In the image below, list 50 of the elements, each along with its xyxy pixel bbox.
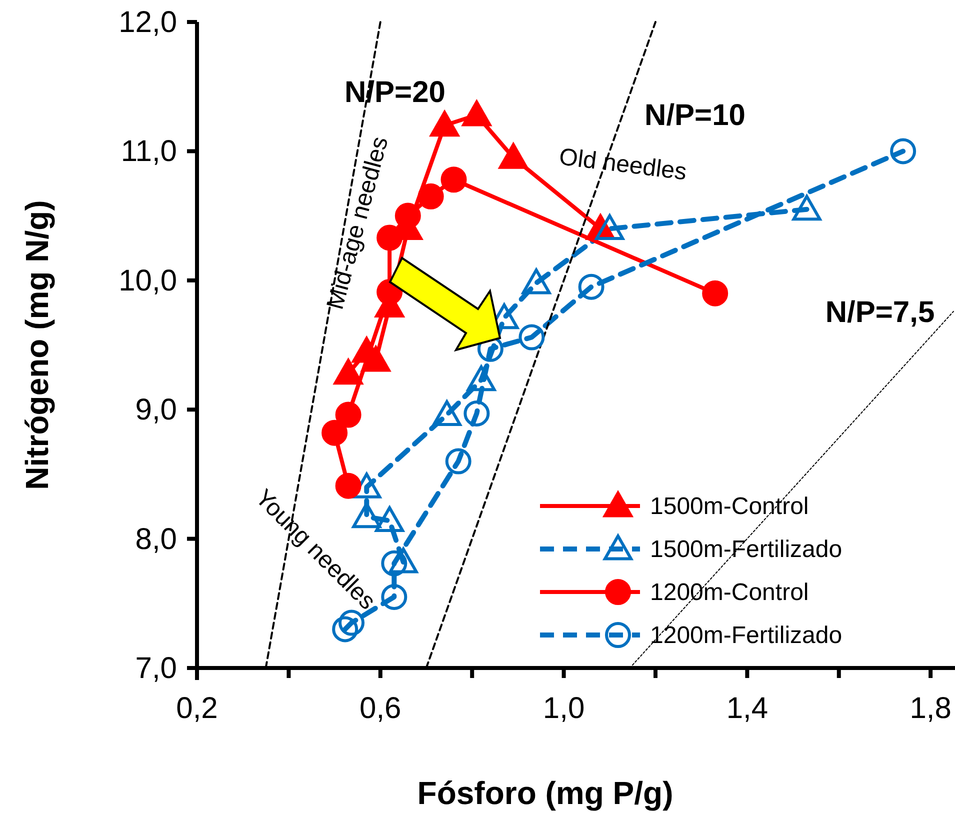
x-tick-label: 0,6 [360, 692, 402, 725]
legend-label: 1200m-Control [650, 579, 809, 606]
point [335, 402, 362, 428]
legend-label: 1500m-Fertilizado [650, 536, 842, 563]
point [445, 448, 472, 474]
y-tick-label: 8,0 [135, 522, 177, 556]
x-tick-label: 1,8 [910, 692, 952, 725]
annotation: Mid-age needles [322, 134, 394, 312]
point [578, 274, 604, 300]
x-axis-title: Fósforo (mg P/g) [417, 775, 674, 811]
y-tick-label: 7,0 [135, 652, 177, 685]
y-axis-title: Nitrógeno (mg N/g) [19, 200, 55, 490]
point [418, 183, 444, 210]
point [518, 324, 545, 350]
point [595, 214, 624, 240]
point [338, 610, 365, 636]
y-tick-label: 10,0 [118, 264, 177, 298]
point [440, 166, 467, 193]
point [361, 346, 390, 372]
point [381, 584, 408, 610]
annotation: N/P=7,5 [825, 296, 935, 329]
point [332, 616, 358, 642]
point [430, 110, 460, 137]
annotation: N/P=10 [644, 99, 746, 132]
x-tick-label: 1,4 [726, 692, 768, 725]
point [792, 194, 822, 221]
legend-label: 1200m-Fertilizado [650, 622, 842, 649]
point [702, 280, 728, 306]
point [890, 138, 916, 164]
point [522, 268, 551, 294]
y-tick-label: 9,0 [135, 394, 177, 427]
point [388, 548, 418, 574]
annotation: N/P=20 [344, 76, 446, 109]
legend-label: 1500m-Control [650, 493, 809, 520]
y-tick-label: 12,0 [118, 6, 177, 39]
point [352, 472, 382, 498]
point [466, 365, 496, 392]
point [432, 400, 462, 426]
point [376, 224, 403, 251]
point [462, 100, 492, 126]
x-tick-label: 0,2 [176, 692, 218, 725]
point [335, 472, 362, 499]
point [464, 400, 490, 426]
annotation: Old needles [558, 143, 688, 186]
point [375, 506, 404, 532]
x-tick-label: 1,0 [542, 692, 585, 725]
point [334, 358, 363, 385]
y-tick-label: 11,0 [120, 135, 177, 168]
point [322, 420, 348, 446]
point [498, 143, 528, 169]
